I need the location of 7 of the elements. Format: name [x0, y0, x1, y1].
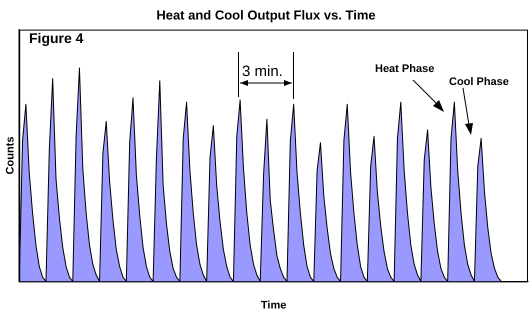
x-axis-title: Time: [260, 299, 286, 312]
chart-title: Heat and Cool Output Flux vs. Time: [156, 7, 376, 22]
annotation: Cool Phase: [449, 76, 509, 88]
y-axis-title: Counts: [4, 136, 17, 174]
caption: Figure 4: [29, 30, 84, 46]
annotation: Heat Phase: [375, 63, 434, 75]
annotation: 3 min.: [242, 63, 283, 80]
